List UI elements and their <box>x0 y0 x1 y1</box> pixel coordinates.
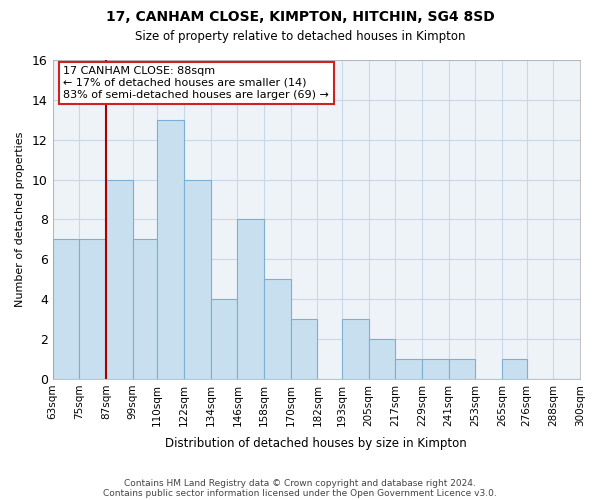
Bar <box>106 180 133 379</box>
Bar <box>133 240 157 379</box>
Bar <box>502 359 527 379</box>
Bar <box>291 319 317 379</box>
Bar <box>211 299 238 379</box>
Text: 17, CANHAM CLOSE, KIMPTON, HITCHIN, SG4 8SD: 17, CANHAM CLOSE, KIMPTON, HITCHIN, SG4 … <box>106 10 494 24</box>
Text: Size of property relative to detached houses in Kimpton: Size of property relative to detached ho… <box>135 30 465 43</box>
Bar <box>157 120 184 379</box>
Text: Contains public sector information licensed under the Open Government Licence v3: Contains public sector information licen… <box>103 488 497 498</box>
Bar <box>238 220 264 379</box>
X-axis label: Distribution of detached houses by size in Kimpton: Distribution of detached houses by size … <box>166 437 467 450</box>
Bar <box>264 279 291 379</box>
Text: Contains HM Land Registry data © Crown copyright and database right 2024.: Contains HM Land Registry data © Crown c… <box>124 478 476 488</box>
Text: 17 CANHAM CLOSE: 88sqm
← 17% of detached houses are smaller (14)
83% of semi-det: 17 CANHAM CLOSE: 88sqm ← 17% of detached… <box>63 66 329 100</box>
Bar <box>395 359 422 379</box>
Bar <box>53 240 79 379</box>
Bar <box>368 339 395 379</box>
Bar <box>184 180 211 379</box>
Bar <box>449 359 475 379</box>
Bar <box>79 240 106 379</box>
Bar <box>422 359 449 379</box>
Y-axis label: Number of detached properties: Number of detached properties <box>15 132 25 307</box>
Bar <box>342 319 368 379</box>
